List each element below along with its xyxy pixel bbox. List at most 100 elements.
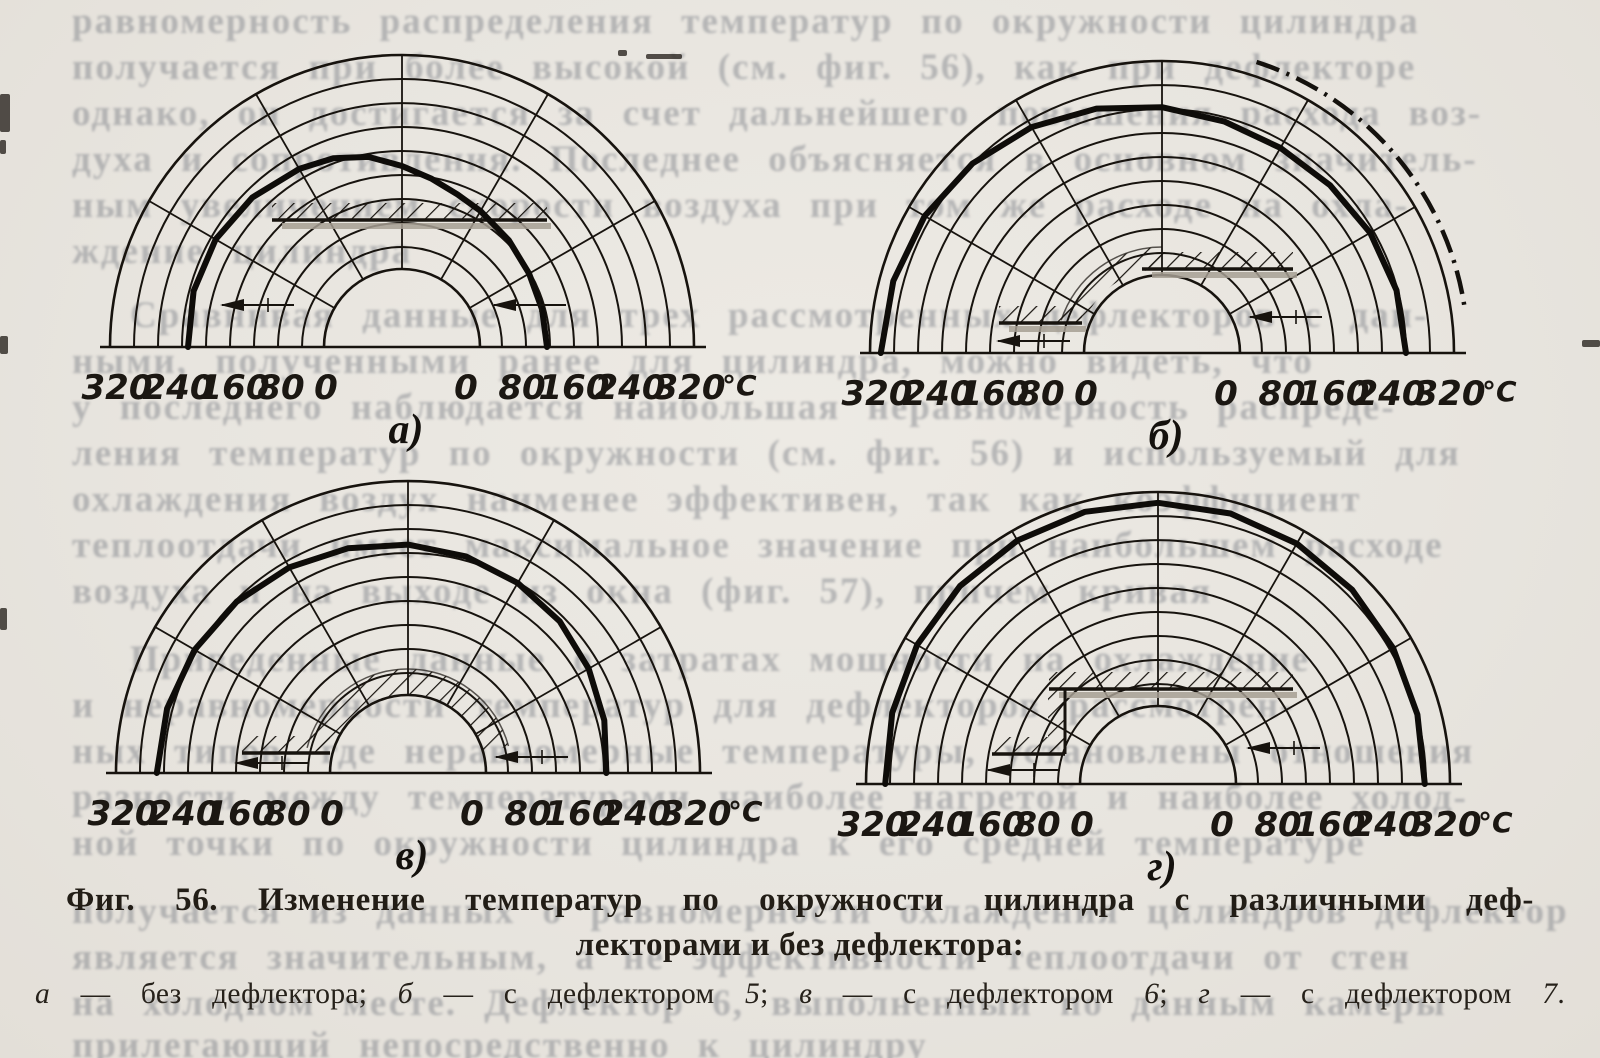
scale-tick-label-right: 160	[1295, 805, 1366, 845]
bleedthrough-line: Сравнивая данные для трех рассмотренных …	[130, 295, 1429, 336]
caption-legend-fragment: а	[35, 978, 51, 1010]
deflector-hatch-band	[1061, 247, 1162, 328]
grid-spoke	[908, 206, 1095, 315]
caption-legend-fragment: — с дефлектором	[412, 978, 746, 1010]
bleedthrough-line: у последнего наблюдается наибольшая нера…	[72, 387, 1396, 428]
caption-legend-fragment: 6	[1144, 978, 1160, 1010]
scale-tick-label-left: 240	[899, 805, 970, 845]
deflector-hatch	[1049, 672, 1293, 689]
scale-tick-label-right: 240	[1351, 805, 1422, 845]
scale-tick-label-right: 160	[539, 368, 610, 408]
scale-tick-label-left: 80	[1017, 374, 1064, 414]
grid-spoke	[261, 519, 370, 706]
scale-tick-label-right: 80	[1258, 374, 1305, 414]
caption-legend-fragment: — с дефлектором	[812, 978, 1145, 1010]
scale-tick-label-right: 0	[454, 368, 478, 408]
deflector-hatch	[272, 203, 547, 220]
scale-tick-label-right: 0	[1210, 805, 1234, 845]
diagram-sublabel: в)	[396, 833, 429, 879]
airflow-arrow-head	[234, 757, 258, 769]
bleedthrough-line: ной точки по окружности цилиндра к его с…	[72, 823, 1366, 864]
scale-tick-label-right: 80	[504, 794, 551, 834]
temperature-curve	[882, 499, 1428, 787]
bleedthrough-line: получается из данных о равномерности охл…	[72, 891, 1569, 932]
airflow-arrow-head	[492, 299, 516, 311]
scale-tick-label-right: 80	[498, 368, 545, 408]
scan-artifact	[0, 608, 7, 630]
offscale-temperature-arc	[1255, 59, 1468, 311]
grid-spoke	[1015, 99, 1124, 286]
scale-tick-label-left: 160	[959, 374, 1030, 414]
caption-legend-fragment: 5	[745, 978, 761, 1010]
grid-spoke	[1229, 206, 1416, 315]
airflow-arrow-head	[494, 751, 518, 763]
airflow-arrow-head	[986, 764, 1010, 776]
caption-legend-fragment: г	[1198, 978, 1211, 1010]
caption-legend-fragment: — без дефлектора;	[50, 978, 398, 1010]
scale-tick-label-right: 80	[1254, 805, 1301, 845]
grid-spoke	[440, 93, 549, 280]
caption-title-line-1: Фиг. 56. Изменение температур по окружно…	[66, 882, 1534, 918]
scale-tick-label-right: 320	[655, 368, 726, 408]
temperature-curve	[185, 153, 550, 350]
scale-tick-label-right: 320	[1411, 805, 1482, 845]
scale-tick-label-right: 0	[1214, 374, 1238, 414]
bleedthrough-line: ления температур по окружности (см. фиг.…	[72, 433, 1461, 474]
grid-spoke	[446, 519, 555, 706]
scale-tick-label-left: 320	[88, 794, 159, 834]
scale-tick-label-right: 320	[661, 794, 732, 834]
deflector-shadow	[1152, 272, 1297, 278]
grid-spoke	[148, 200, 335, 309]
scale-tick-label-left: 0	[314, 368, 338, 408]
scale-tick-label-left: 80	[1013, 805, 1060, 845]
airflow-arrow-head	[1246, 742, 1270, 754]
temperature-curve	[877, 104, 1409, 356]
bleedthrough-line: равномерность распределения температур п…	[72, 1, 1420, 42]
scale-tick-label-right: 320	[1415, 374, 1486, 414]
scale-tick-label-left: 80	[263, 794, 310, 834]
caption-legend-fragment: б	[397, 978, 413, 1010]
airflow-arrow-head	[220, 299, 244, 311]
deflector-shadow	[1059, 692, 1297, 698]
temperature-curve	[153, 541, 610, 776]
airflow-arrow-head	[996, 335, 1020, 347]
deflector-band-edge	[306, 668, 510, 749]
grid-spoke	[1225, 637, 1412, 746]
caption-legend-fragment: — с дефлектором	[1210, 978, 1543, 1010]
scale-tick-label-right: 160	[545, 794, 616, 834]
caption-legend-fragment: в	[799, 978, 813, 1010]
grid-spoke	[469, 200, 656, 309]
scale-tick-label-left: 160	[955, 805, 1026, 845]
scan-artifact	[646, 54, 682, 59]
scan-artifact	[1582, 340, 1600, 347]
scale-tick-label-right: 240	[1355, 374, 1426, 414]
deflector-hatch-band	[307, 669, 509, 754]
scan-artifact	[0, 336, 8, 354]
grid-spoke	[154, 626, 341, 735]
bleedthrough-line: является значительным, а не эффективност…	[72, 937, 1411, 978]
scale-unit-label: °C	[722, 369, 757, 402]
figure-caption: Фиг. 56. Изменение температур по окружно…	[0, 882, 1600, 1011]
scale-unit-label: °C	[728, 795, 763, 828]
scale-tick-label-left: 240	[143, 368, 214, 408]
deflector-shadow	[282, 223, 551, 229]
deflector-hatch	[992, 737, 1065, 754]
scan-artifact	[0, 140, 6, 154]
caption-legend-line: а — без дефлектора; б — с дефлектором 5;…	[35, 978, 1565, 1011]
cylinder-wall	[322, 267, 482, 348]
scale-tick-label-left: 240	[149, 794, 220, 834]
deflector-hatch	[242, 736, 330, 753]
diagram-sublabel: б)	[1149, 413, 1184, 459]
deflector-hatch	[1142, 252, 1293, 269]
scale-tick-label-left: 0	[320, 794, 344, 834]
deflector-band-edge	[1060, 246, 1163, 321]
scale-tick-label-right: 240	[595, 368, 666, 408]
caption-legend-fragment: ;	[1159, 978, 1199, 1010]
bleedthrough-line: на холодном месте. Дефлектор 6, выполнен…	[72, 983, 1447, 1024]
scale-tick-label-left: 240	[903, 374, 974, 414]
